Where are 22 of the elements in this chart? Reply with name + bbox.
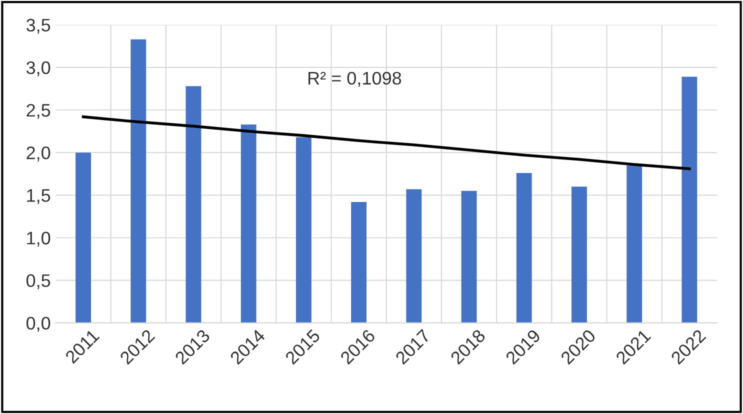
y-tick-label: 3,0	[26, 61, 50, 76]
bar	[572, 186, 587, 323]
y-tick-label: 0,5	[26, 274, 50, 290]
y-tick-label: 1,5	[27, 189, 50, 204]
y-tick-label: 2,0	[26, 146, 50, 162]
bar	[406, 189, 422, 323]
bar	[682, 76, 698, 323]
bar	[516, 173, 532, 323]
y-tick-label: 0,0	[26, 316, 50, 332]
line-series	[82, 115, 691, 170]
bar	[186, 86, 202, 323]
bar	[351, 202, 367, 323]
bar	[296, 137, 312, 323]
y-tick-label: 3,5	[26, 18, 50, 34]
bar	[130, 39, 146, 323]
bar	[461, 190, 477, 323]
y-tick-label: 2,5	[26, 104, 50, 119]
y-tick-label: 1,0	[27, 232, 50, 247]
bar	[240, 124, 256, 323]
bar	[76, 152, 91, 323]
annotation: R² = 0,1098	[308, 72, 402, 87]
bar	[626, 165, 642, 323]
